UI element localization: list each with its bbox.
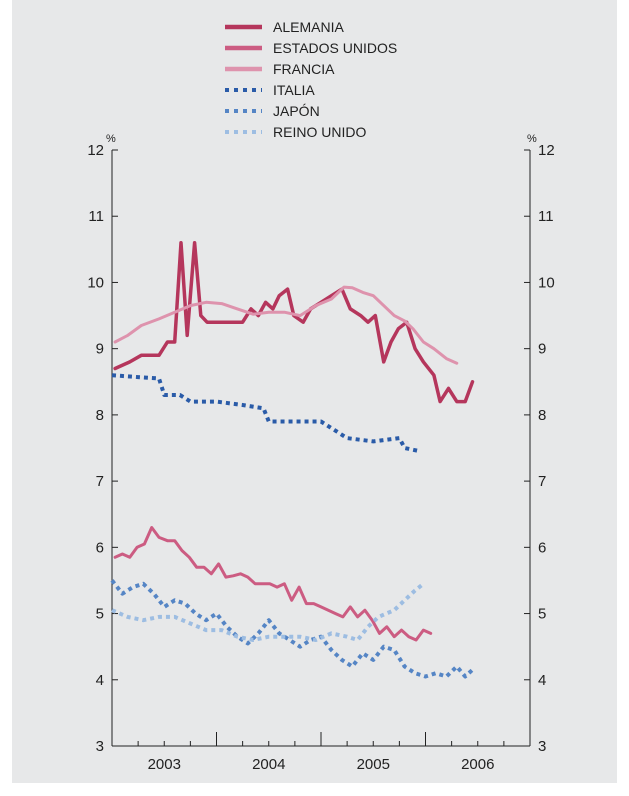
y-tick-label-left: 10 [87,274,104,291]
y-tick-label-right: 9 [538,341,546,358]
y-tick-label-left: 6 [96,539,104,556]
y-tick-label-right: 12 [538,142,555,159]
legend-label: ITALIA [273,82,315,98]
x-tick-label: 2004 [252,756,285,773]
series-line [111,582,425,642]
y-tick-label-left: 12 [87,142,104,159]
y-axis-right: 3 4 5 6 7 8 9 10 11 12 [524,142,555,755]
series-line [111,373,421,454]
y-tick-label-right: 5 [538,606,546,623]
plot-area [110,240,475,679]
series-line [113,526,433,642]
legend-label: JAPÓN [273,103,320,119]
y-tick-label-right: 8 [538,407,546,424]
legend-label: FRANCIA [273,61,335,77]
series-line [110,579,474,679]
x-tick-label: 2005 [357,756,390,773]
legend: ALEMANIA ESTADOS UNIDOS FRANCIA ITALIA JAPÓN… [225,19,397,140]
series-line [113,285,459,365]
y-tick-label-left: 8 [96,407,104,424]
x-tick-label: 2006 [461,756,494,773]
chart-panel [12,0,617,783]
y-tick-label-left: 4 [96,672,104,689]
y-unit-right: % [527,133,537,145]
y-tick-label-left: 11 [88,208,104,225]
legend-label: ESTADOS UNIDOS [273,40,397,56]
y-axis-left: 3 4 5 6 7 8 9 10 11 12 [87,142,118,755]
y-tick-label-left: 9 [96,341,104,358]
legend-label: ALEMANIA [273,19,344,35]
y-tick-label-right: 7 [538,473,546,490]
series-line [113,240,475,404]
y-tick-label-right: 4 [538,672,546,689]
y-tick-label-right: 6 [538,539,546,556]
y-tick-label-left: 7 [96,473,104,490]
chart-axes: 3 4 5 6 7 8 9 10 11 12 3 4 5 6 7 8 9 10 11 12 2003 2004 2005… [87,142,554,773]
y-tick-label-left: 3 [96,738,104,755]
y-tick-label-left: 5 [96,606,104,623]
x-tick-label: 2003 [148,756,181,773]
y-unit-left: % [106,133,116,145]
legend-label: REINO UNIDO [273,124,366,140]
y-tick-label-right: 10 [538,274,555,291]
x-axis: 2003 2004 2005 2006 [111,732,531,773]
y-tick-label-right: 3 [538,738,546,755]
y-tick-label-right: 11 [538,208,554,225]
